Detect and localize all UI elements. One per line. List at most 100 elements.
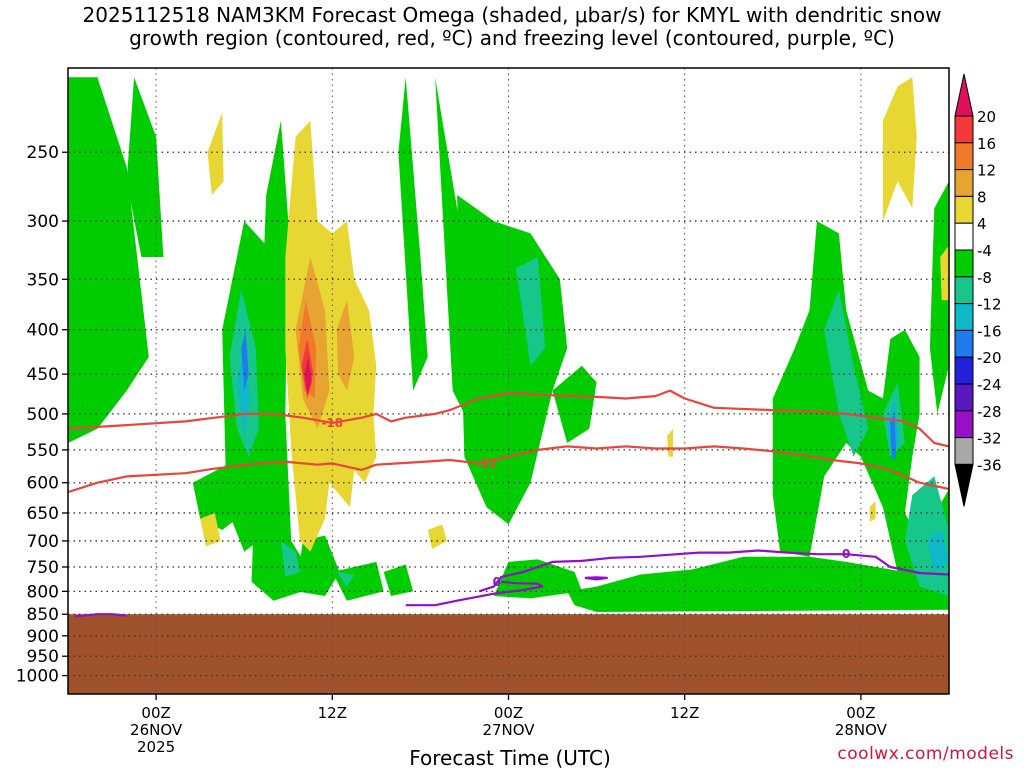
colorbar-segment bbox=[954, 169, 974, 197]
colorbar-segment bbox=[954, 383, 974, 412]
freezing-contour-line-3 bbox=[75, 613, 127, 618]
colorbar-label: -36 bbox=[977, 456, 1002, 474]
x-tick-label: 12Z bbox=[318, 704, 347, 722]
omega-region-1 bbox=[126, 77, 164, 257]
freezing-contour-line-1 bbox=[405, 580, 544, 607]
colorbar-label: -16 bbox=[977, 322, 1002, 340]
omega-region-12 bbox=[493, 559, 582, 599]
colorbar-segment bbox=[954, 276, 974, 305]
colorbar-label: -4 bbox=[977, 242, 992, 260]
freezing-contour-label-1: 0 bbox=[493, 575, 501, 589]
y-tick-label: 1000 bbox=[16, 667, 59, 687]
omega-region-8 bbox=[398, 77, 428, 391]
y-tick-label: 450 bbox=[27, 365, 59, 385]
omega-region-29 bbox=[200, 513, 221, 547]
x-tick-label: 12Z bbox=[670, 704, 699, 722]
omega-region-15 bbox=[929, 181, 949, 414]
colorbar-segment bbox=[954, 142, 974, 171]
omega-region-4 bbox=[251, 120, 311, 601]
x-axis-title: Forecast Time (UTC) bbox=[409, 746, 611, 770]
x-tick-label: 27NOV bbox=[482, 721, 535, 739]
omega-region-11 bbox=[552, 365, 597, 443]
omega-region-28 bbox=[207, 112, 224, 195]
colorbar-segment bbox=[954, 115, 974, 144]
omega-region-5 bbox=[295, 535, 340, 596]
colorbar-label: 8 bbox=[977, 188, 987, 206]
x-tick-label: 26NOV bbox=[130, 721, 183, 739]
freezing-contour-label-0: 0 bbox=[842, 547, 850, 561]
colorbar-top-arrow bbox=[954, 73, 974, 117]
y-tick-label: 400 bbox=[27, 321, 59, 341]
x-tick-label: 28NOV bbox=[835, 721, 888, 739]
y-tick-label: 700 bbox=[27, 532, 59, 552]
colorbar-label: -12 bbox=[977, 296, 1002, 314]
omega-region-30 bbox=[285, 120, 377, 552]
y-tick-label: 300 bbox=[27, 212, 59, 232]
chart-title-line-2: growth region (contoured, red, ºC) and f… bbox=[129, 26, 895, 50]
y-tick-label: 650 bbox=[27, 504, 59, 524]
colorbar-segment bbox=[954, 303, 974, 331]
y-tick-label: 900 bbox=[27, 627, 59, 647]
y-axis-ticks: 2503003504004505005506006507007508008509… bbox=[16, 143, 68, 687]
dendritic-contour-line-1 bbox=[68, 445, 949, 494]
x-tick-label: 2025 bbox=[137, 738, 175, 756]
colorbar-bottom-arrow bbox=[954, 463, 974, 507]
gridlines bbox=[68, 68, 949, 694]
chart-title: 2025112518 NAM3KM Forecast Omega (shaded… bbox=[0, 4, 1024, 50]
omega-region-34 bbox=[882, 77, 917, 222]
omega-region-19 bbox=[515, 257, 546, 366]
x-tick-label: 00Z bbox=[494, 704, 523, 722]
x-tick-label: 00Z bbox=[846, 704, 875, 722]
chart-title-line-1: 2025112518 NAM3KM Forecast Omega (shaded… bbox=[82, 3, 942, 27]
y-tick-label: 500 bbox=[27, 405, 59, 425]
omega-region-40 bbox=[304, 357, 312, 395]
omega-region-0 bbox=[68, 77, 149, 444]
y-tick-label: 950 bbox=[27, 647, 59, 667]
colorbar-segment bbox=[954, 222, 974, 251]
colorbar-label: -8 bbox=[977, 269, 992, 287]
colorbar-segment bbox=[954, 249, 974, 278]
colorbar-label: -28 bbox=[977, 403, 1002, 421]
colorbar-label: 20 bbox=[977, 108, 996, 126]
dendritic-contour-label-1: -12 bbox=[476, 456, 498, 470]
colorbar-label: 12 bbox=[977, 162, 996, 180]
ground-below-surface bbox=[68, 614, 949, 694]
colorbar-label: 4 bbox=[977, 215, 987, 233]
omega-region-35 bbox=[940, 245, 949, 301]
omega-region-18 bbox=[336, 572, 355, 587]
y-tick-label: 550 bbox=[27, 441, 59, 461]
colorbar-segment bbox=[954, 195, 974, 224]
freezing-contour-line-2 bbox=[584, 576, 609, 581]
y-tick-label: 800 bbox=[27, 582, 59, 602]
dendritic-contour-line-0 bbox=[68, 389, 949, 448]
omega-region-31 bbox=[427, 524, 447, 549]
y-tick-label: 350 bbox=[27, 270, 59, 290]
colorbar-segment bbox=[954, 437, 974, 465]
x-tick-label: 00Z bbox=[141, 704, 170, 722]
omega-region-10 bbox=[457, 195, 568, 525]
ground-fill bbox=[68, 614, 949, 694]
colorbar-label: -24 bbox=[977, 376, 1002, 394]
omega-region-17 bbox=[280, 540, 300, 577]
temperature-contours: -18 -12 0 0 bbox=[68, 389, 949, 618]
y-tick-label: 600 bbox=[27, 474, 59, 494]
site-credit: coolwx.com/models bbox=[837, 744, 1014, 764]
y-tick-label: 250 bbox=[27, 143, 59, 163]
colorbar-segment bbox=[954, 356, 974, 385]
dendritic-contour-label-0: -18 bbox=[321, 416, 343, 430]
colorbar-label: 16 bbox=[977, 135, 996, 153]
omega-region-37 bbox=[336, 300, 355, 391]
y-tick-label: 750 bbox=[27, 558, 59, 578]
freezing-contour-line-0 bbox=[478, 549, 949, 593]
colorbar-segment bbox=[954, 329, 974, 358]
colorbar: 20 16 12 8 4 -4 -8 -12 -16 -20 -24 -28 -32 -36 bbox=[954, 73, 1002, 507]
omega-region-33 bbox=[869, 501, 876, 522]
colorbar-label: -20 bbox=[977, 349, 1002, 367]
y-tick-label: 850 bbox=[27, 605, 59, 625]
omega-region-27 bbox=[890, 413, 897, 460]
omega-region-26 bbox=[241, 329, 249, 391]
omega-region-7 bbox=[383, 564, 414, 596]
colorbar-segment bbox=[954, 410, 974, 439]
